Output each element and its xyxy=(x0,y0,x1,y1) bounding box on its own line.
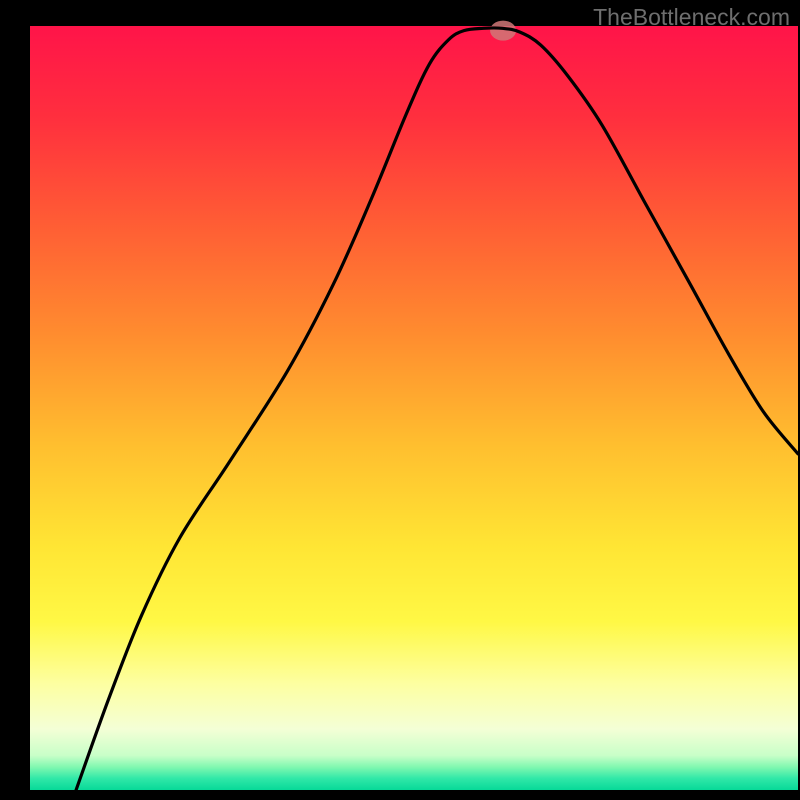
watermark-text: TheBottleneck.com xyxy=(593,4,790,31)
bottleneck-chart xyxy=(0,0,800,800)
chart-plot-area xyxy=(30,26,798,790)
bottleneck-chart-container: TheBottleneck.com xyxy=(0,0,800,800)
